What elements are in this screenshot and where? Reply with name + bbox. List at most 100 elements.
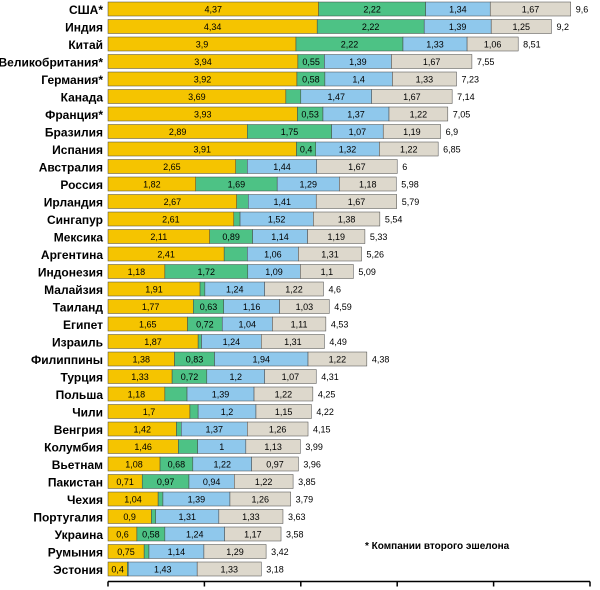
country-label: Колумбия — [44, 441, 103, 455]
segment-value-label: 1,69 — [228, 180, 246, 190]
bar-segment — [196, 561, 262, 577]
bar-segment — [229, 491, 291, 507]
bar-row: Германия* 3,92 0,58 1,4 1,33 7,23 — [41, 71, 479, 87]
segment-value-label: 1,26 — [269, 425, 287, 435]
segment-value-label: 1,18 — [128, 267, 146, 277]
segment-value-label: 1,67 — [348, 197, 366, 207]
footnote: * Компании второго эшелона — [365, 541, 510, 552]
country-label: Великобритания* — [0, 56, 103, 70]
total-value-label: 5,54 — [385, 215, 403, 225]
segment-value-label: 1,41 — [273, 197, 291, 207]
segment-value-label: 0,97 — [157, 477, 175, 487]
segment-value-label: 1,43 — [154, 565, 172, 575]
segment-value-label: 1,17 — [244, 530, 262, 540]
country-label: Румыния — [48, 546, 103, 560]
country-label: Ирландия — [44, 196, 103, 210]
segment-value-label: 0,83 — [186, 355, 204, 365]
total-value-label: 4,53 — [331, 320, 349, 330]
bar-row: Мексика 2,11 0,89 1,14 1,19 5,33 — [54, 229, 387, 245]
bar-row: США* 4,37 2,22 1,34 1,67 9,6 — [69, 1, 588, 17]
segment-value-label: 1,29 — [300, 180, 318, 190]
bar-row: Канада 3,69 1,47 1,67 7,14 — [61, 89, 475, 105]
segment-value-label: 2,22 — [362, 22, 380, 32]
country-label: Мексика — [54, 231, 104, 245]
segment-value-label: 0,58 — [302, 75, 320, 85]
segment-value-label: 1,07 — [349, 127, 367, 137]
bar-segment — [490, 19, 552, 34]
bar-segment — [315, 194, 397, 209]
bar-segment — [379, 141, 439, 157]
country-label: Китай — [68, 38, 103, 52]
segment-value-label: 0,71 — [116, 477, 134, 487]
segment-value-label: 0,4 — [111, 565, 124, 575]
total-value-label: 4,49 — [329, 337, 347, 347]
segment-value-label: 0,6 — [116, 530, 129, 540]
segment-value-label: 1,2 — [221, 407, 234, 417]
bar-row: Индия 4,34 2,22 1,39 1,25 9,2 — [65, 19, 569, 35]
segment-value-label: 3,9 — [196, 40, 209, 50]
segment-value-label: 2,61 — [162, 215, 180, 225]
segment-value-label: 1,22 — [285, 285, 303, 295]
segment-value-label: 1,38 — [338, 215, 356, 225]
total-value-label: 3,58 — [286, 530, 304, 540]
bar-row: Чили 1,7 1,2 1,15 4,22 — [72, 404, 334, 420]
segment-value-label: 1,29 — [226, 547, 244, 557]
country-label: Канада — [61, 91, 104, 105]
segment-value-label: 1,33 — [242, 512, 260, 522]
country-label: Польша — [56, 388, 104, 402]
country-label: Египет — [63, 318, 103, 332]
segment-value-label: 1,39 — [212, 390, 230, 400]
bar-segment — [235, 159, 248, 174]
x-tick-label: 4 — [297, 589, 304, 590]
segment-value-label: 1,42 — [133, 425, 151, 435]
segment-value-label: 1,04 — [124, 495, 142, 505]
bar-segment — [264, 281, 324, 297]
total-value-label: 8,51 — [523, 40, 541, 50]
total-value-label: 4,38 — [372, 355, 390, 365]
segment-value-label: 1,14 — [271, 232, 289, 242]
country-label: Индия — [65, 21, 103, 35]
segment-value-label: 1,24 — [226, 285, 244, 295]
segment-value-label: 1,18 — [359, 180, 377, 190]
segment-value-label: 1,32 — [339, 145, 357, 155]
segment-value-label: 1,11 — [291, 320, 308, 330]
country-label: Франция* — [45, 108, 103, 122]
segment-value-label: 1,19 — [403, 127, 421, 137]
bar-segment — [251, 456, 299, 472]
segment-value-label: 1,46 — [134, 442, 152, 452]
segment-value-label: 0,72 — [196, 320, 214, 330]
total-value-label: 3,42 — [271, 547, 289, 557]
segment-value-label: 1,65 — [139, 320, 157, 330]
segment-value-label: 2,11 — [150, 232, 167, 242]
segment-value-label: 3,94 — [194, 57, 212, 67]
total-value-label: 5,79 — [402, 197, 420, 207]
x-tick-label: 2 — [201, 589, 208, 590]
total-value-label: 5,98 — [401, 180, 419, 190]
total-value-label: 4,22 — [316, 407, 334, 417]
country-label: Таиланд — [53, 301, 104, 315]
segment-value-label: 1,25 — [513, 22, 531, 32]
bar-segment — [224, 526, 282, 542]
bar-segment — [307, 351, 368, 367]
country-label: Вьетнам — [52, 458, 103, 472]
bar-row: Аргентина 2,41 1,06 1,31 5,26 — [41, 246, 384, 262]
segment-value-label: 1,18 — [128, 390, 146, 400]
total-value-label: 4,15 — [313, 425, 331, 435]
segment-value-label: 0,72 — [181, 372, 199, 382]
segment-value-label: 3,92 — [194, 75, 212, 85]
segment-value-label: 0,97 — [266, 460, 284, 470]
segment-value-label: 0,9 — [123, 512, 136, 522]
bar-segment — [247, 421, 309, 437]
segment-value-label: 0,58 — [142, 530, 160, 540]
country-label: Израиль — [52, 336, 103, 350]
total-value-label: 3,85 — [298, 477, 316, 487]
total-value-label: 6 — [402, 162, 407, 172]
x-axis: 0 2 4 6 8 10 — [105, 580, 597, 590]
bar-row: Сингапур 2,61 1,52 1,38 5,54 — [47, 211, 403, 227]
segment-value-label: 2,67 — [164, 197, 182, 207]
bar-row: Испания 3,91 0,4 1,32 1,22 6,85 — [52, 141, 461, 157]
segment-value-label: 1 — [219, 442, 224, 452]
segment-value-label: 1,67 — [403, 92, 421, 102]
total-value-label: 3,79 — [296, 495, 314, 505]
segment-value-label: 1,38 — [132, 355, 150, 365]
